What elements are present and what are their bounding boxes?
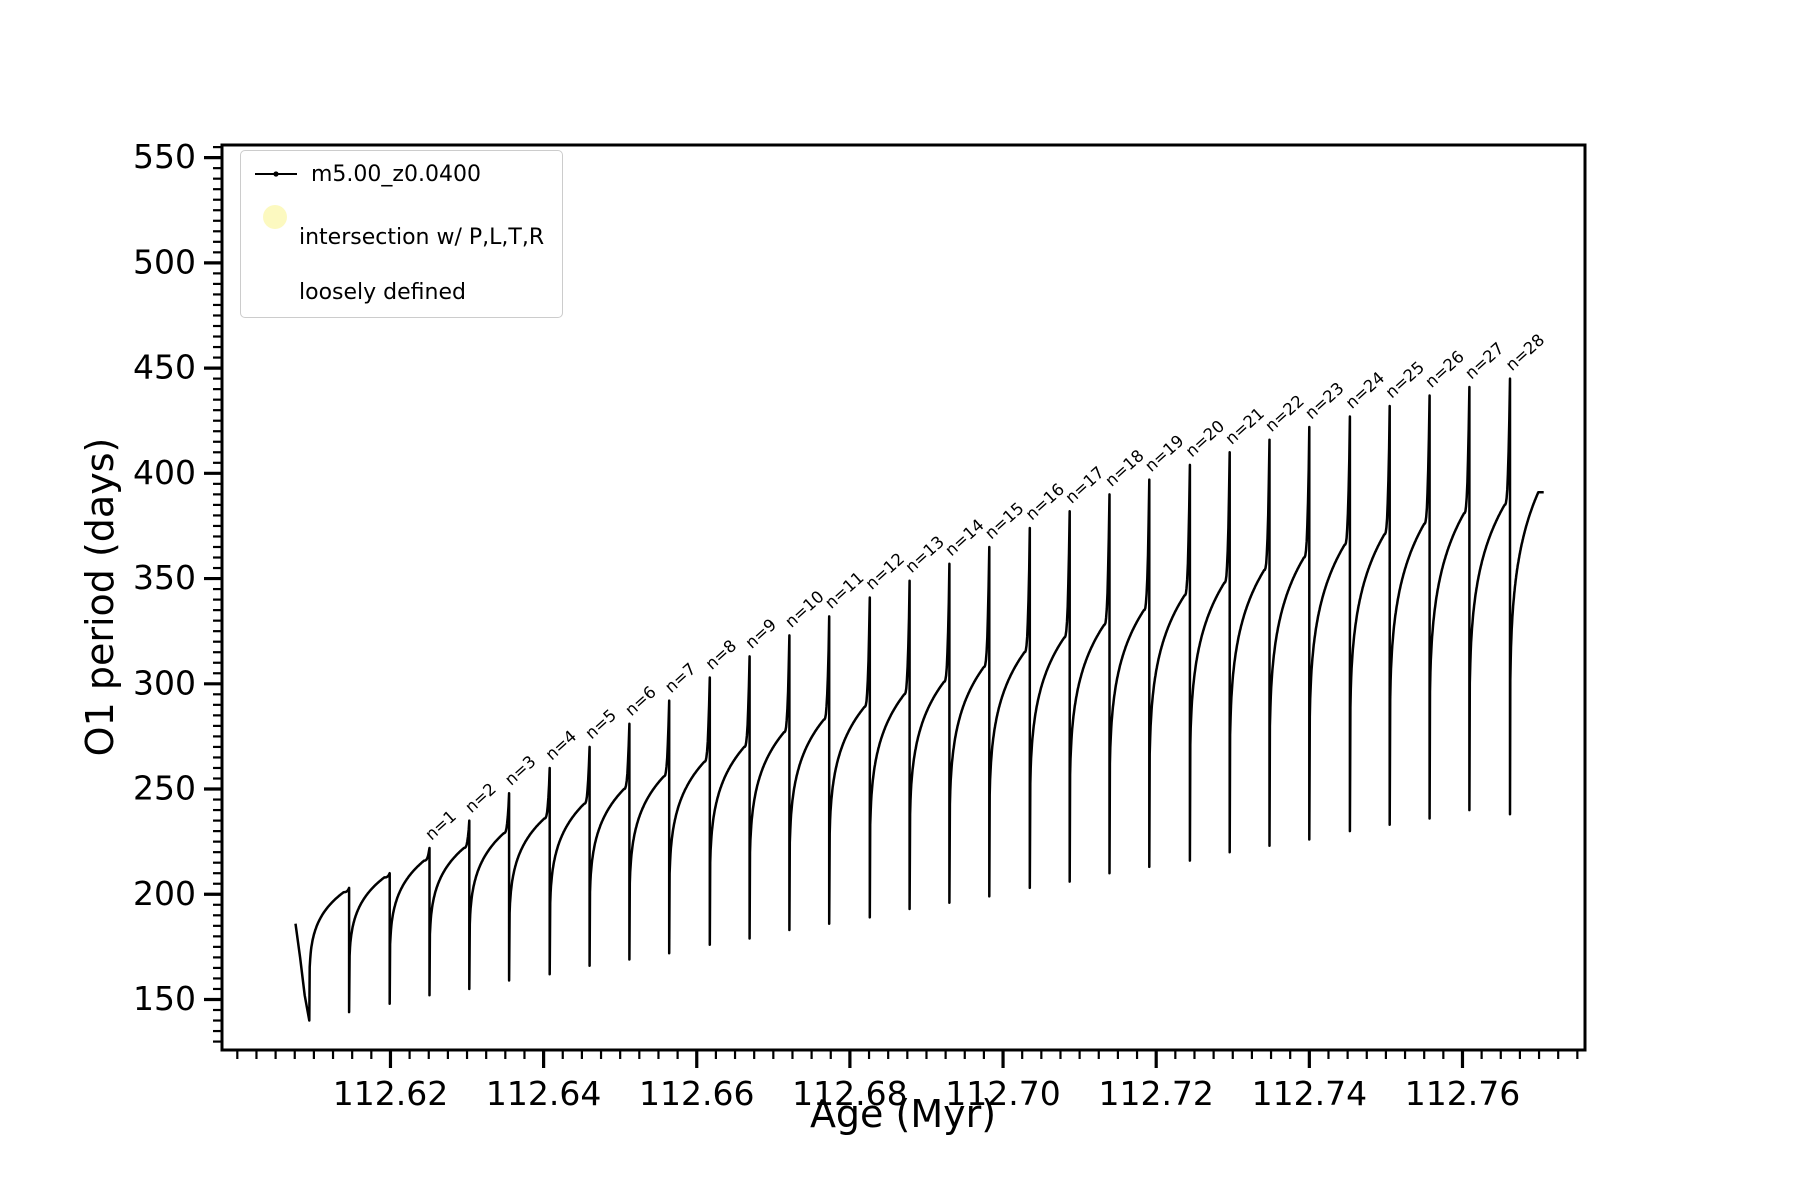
spike-label: n=11 (821, 568, 867, 612)
spike-label: n=24 (1342, 368, 1388, 412)
spike-label: n=27 (1461, 339, 1507, 383)
spike-label: n=14 (941, 515, 987, 559)
spike-label: n=25 (1382, 358, 1428, 402)
x-tick-label: 112.62 (333, 1074, 448, 1113)
x-tick-label: 112.70 (945, 1074, 1060, 1113)
legend-intersection-label: intersection w/ P,L,T,R loosely defined (299, 197, 544, 307)
y-tick-label: 450 (133, 348, 196, 387)
spike-label: n=22 (1261, 391, 1307, 435)
spike-label: n=13 (902, 532, 948, 576)
spike-label: n=23 (1301, 379, 1347, 423)
spike-label: n=8 (702, 636, 741, 673)
x-tick-label: 112.72 (1098, 1074, 1213, 1113)
spike-label: n=6 (621, 682, 660, 719)
spike-label: n=2 (461, 779, 500, 816)
legend-series-label: m5.00_z0.0400 (311, 162, 481, 187)
spike-label: n=4 (542, 727, 581, 764)
spike-label: n=28 (1502, 330, 1548, 374)
x-tick-label: 112.76 (1405, 1074, 1520, 1113)
spike-label: n=7 (661, 659, 700, 696)
y-tick-label: 550 (133, 137, 196, 176)
axes-frame (220, 143, 1587, 1052)
y-tick-label: 300 (133, 663, 196, 702)
y-tick-label: 200 (133, 874, 196, 913)
series-line (294, 377, 1545, 1022)
spike-label: n=3 (501, 752, 540, 789)
spike-label: n=12 (862, 549, 908, 593)
y-tick-label: 500 (133, 242, 196, 281)
spike-label: n=5 (582, 706, 621, 743)
spike-label: n=21 (1222, 404, 1268, 448)
spike-label: n=9 (742, 615, 781, 652)
legend-entry-series: m5.00_z0.0400 (253, 161, 544, 189)
legend-intersection-line2: loosely defined (299, 280, 466, 305)
y-tick-label: 400 (133, 453, 196, 492)
legend: m5.00_z0.0400 intersection w/ P,L,T,R lo… (240, 150, 564, 318)
line-with-dot-marker-icon (255, 171, 297, 177)
x-tick-label: 112.64 (486, 1074, 601, 1113)
spike-label: n=20 (1182, 416, 1228, 460)
spike-label: n=16 (1022, 480, 1068, 524)
legend-intersection-line1: intersection w/ P,L,T,R (299, 225, 545, 250)
y-tick-label: 150 (133, 979, 196, 1018)
legend-entry-intersection: intersection w/ P,L,T,R loosely defined (253, 197, 544, 307)
y-tick-label: 250 (133, 769, 196, 808)
spike-label: n=10 (781, 587, 827, 631)
y-tick-label: 350 (133, 558, 196, 597)
x-tick-label: 112.74 (1252, 1074, 1367, 1113)
x-tick-label: 112.68 (792, 1074, 907, 1113)
spike-label: n=15 (981, 499, 1027, 543)
y-axis-label: O1 period (days) (78, 437, 122, 757)
pale-yellow-circle-marker-icon (263, 204, 287, 229)
spike-label: n=17 (1062, 463, 1108, 507)
spike-label: n=1 (421, 807, 460, 844)
x-tick-label: 112.66 (639, 1074, 754, 1113)
spike-label: n=18 (1101, 446, 1147, 490)
spike-label: n=19 (1141, 431, 1187, 475)
x-axis-label: Age (Myr) (809, 1092, 997, 1136)
